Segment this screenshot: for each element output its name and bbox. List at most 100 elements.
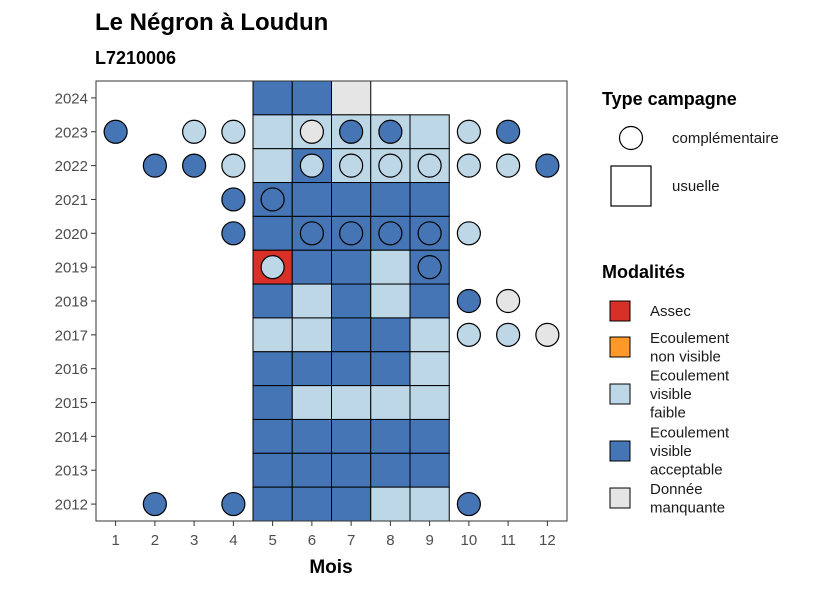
tile-2021-7 (331, 182, 372, 217)
x-tick-label-8: 8 (386, 532, 394, 549)
y-tick-label-2014: 2014 (55, 429, 88, 446)
point-2020-10 (456, 221, 481, 246)
point-2020-9 (417, 221, 442, 246)
point-2023-10 (456, 119, 481, 144)
tile-2015-8 (370, 385, 411, 420)
point-2020-4 (221, 221, 246, 246)
legend-label-assec: Assec (650, 303, 691, 320)
tile-2014-8 (370, 418, 411, 454)
tile-2017-7 (331, 317, 372, 353)
tile-2014-9 (409, 418, 450, 454)
point-2023-8 (378, 119, 403, 144)
point-2021-5 (260, 187, 285, 212)
x-tick-label-1: 1 (111, 532, 119, 549)
tile-2017-8 (370, 317, 411, 353)
point-2020-8 (378, 221, 403, 246)
point-2022-10 (456, 153, 481, 178)
x-tick-label-9: 9 (425, 532, 433, 549)
tile-2016-6 (291, 351, 332, 387)
x-tick-label-4: 4 (229, 532, 237, 549)
y-tick-label-2018: 2018 (55, 294, 88, 311)
tile-2022-5 (252, 148, 293, 184)
tile-2019-6 (291, 249, 332, 285)
x-tick-label-7: 7 (347, 532, 355, 549)
point-2017-11 (496, 322, 521, 347)
tile-2019-8 (370, 249, 411, 285)
point-2012-4 (221, 491, 246, 517)
point-2018-11 (496, 288, 521, 314)
tile-2014-6 (291, 418, 332, 454)
point-2022-4 (221, 153, 246, 178)
legend-label-acceptable: Ecoulement visible acceptable (650, 425, 730, 479)
legend-color-title: Modalités (602, 262, 685, 282)
point-2023-11 (496, 119, 521, 144)
y-tick-label-2012: 2012 (55, 497, 88, 514)
tile-2012-5 (252, 486, 293, 522)
tile-2020-5 (252, 215, 293, 251)
tile-2018-9 (409, 283, 450, 319)
point-2020-6 (299, 221, 324, 246)
tile-2015-9 (409, 385, 450, 420)
tile-2016-8 (370, 351, 411, 387)
x-tick-label-2: 2 (151, 532, 159, 549)
tile-2024-7 (331, 80, 372, 116)
point-2022-9 (417, 153, 442, 178)
x-tick-label-12: 12 (539, 532, 556, 549)
tile-2016-9 (409, 351, 450, 387)
legend-swatch-acceptable (609, 440, 631, 462)
point-2023-1 (103, 119, 128, 144)
point-2022-6 (299, 153, 324, 178)
tile-2023-9 (409, 114, 450, 150)
y-tick-label-2023: 2023 (55, 124, 88, 141)
legend-shape-title: Type campagne (602, 89, 737, 109)
tile-2015-5 (252, 385, 293, 420)
tile-2012-9 (409, 486, 450, 522)
x-tick-label-6: 6 (308, 532, 316, 549)
point-2021-4 (221, 187, 246, 212)
point-2020-7 (339, 221, 364, 246)
tile-2019-7 (331, 249, 372, 285)
x-tick-label-11: 11 (500, 532, 516, 549)
legend-label-usuelle: usuelle (672, 178, 720, 195)
tile-2014-7 (331, 418, 372, 454)
point-2019-5 (260, 255, 285, 280)
tile-2016-5 (252, 351, 293, 387)
y-tick-label-2015: 2015 (55, 395, 88, 412)
tile-2013-9 (409, 452, 450, 488)
tile-2013-6 (291, 452, 332, 488)
x-axis-title: Mois (309, 557, 352, 578)
point-2022-3 (182, 153, 207, 178)
tile-2018-5 (252, 283, 293, 319)
tile-2016-7 (331, 351, 372, 387)
plot-area: 1 2 3 4 5 6 7 8 9 10 11 122012201320142015201620172… (55, 80, 568, 549)
y-tick-label-2024: 2024 (55, 90, 88, 107)
point-2017-10 (456, 322, 481, 347)
legend-shape: complémentaire usuelle (610, 125, 779, 207)
legend-swatch-manquante (609, 487, 631, 509)
tile-2015-7 (331, 385, 372, 420)
tile-2021-6 (291, 182, 332, 217)
tile-2017-6 (291, 317, 332, 353)
tile-2024-6 (291, 80, 332, 116)
x-tick-label-10: 10 (461, 532, 478, 549)
point-2019-9 (417, 255, 442, 280)
tile-2013-7 (331, 452, 372, 488)
tile-2015-6 (291, 385, 332, 420)
y-tick-label-2021: 2021 (55, 192, 88, 209)
tile-2018-6 (291, 283, 332, 319)
tile-2012-8 (370, 486, 411, 522)
legend-label-faible: Ecoulement visible faible (650, 368, 730, 422)
y-tick-label-2019: 2019 (55, 260, 88, 277)
tile-2021-8 (370, 182, 411, 217)
x-tick-label-3: 3 (190, 532, 198, 549)
point-2023-3 (182, 119, 207, 144)
x-tick-label-5: 5 (268, 532, 276, 549)
point-2017-12 (535, 322, 560, 347)
tile-2014-5 (252, 418, 293, 454)
point-2022-2 (142, 153, 167, 178)
tile-2023-5 (252, 114, 293, 150)
point-2023-7 (339, 119, 364, 144)
tile-2021-9 (409, 182, 450, 217)
